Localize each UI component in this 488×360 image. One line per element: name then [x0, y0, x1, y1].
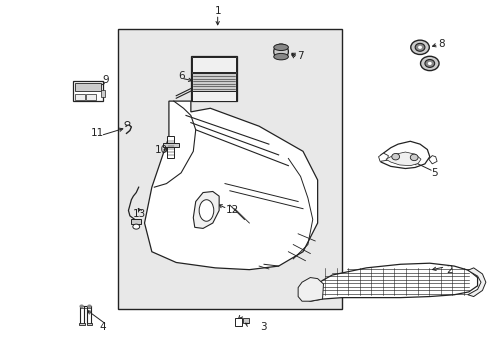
Circle shape — [80, 305, 83, 307]
Text: 1: 1 — [214, 6, 221, 17]
Text: 11: 11 — [90, 129, 103, 138]
Text: 12: 12 — [225, 206, 239, 216]
Bar — [192, 57, 235, 72]
Polygon shape — [385, 152, 420, 166]
Ellipse shape — [273, 44, 288, 59]
Bar — [163, 143, 178, 147]
Bar — [86, 94, 96, 100]
Polygon shape — [303, 263, 477, 301]
Circle shape — [133, 224, 140, 229]
Circle shape — [88, 305, 91, 307]
Text: 5: 5 — [430, 168, 437, 178]
Bar — [73, 81, 103, 101]
Bar — [167, 135, 174, 158]
Ellipse shape — [273, 44, 288, 50]
Text: 13: 13 — [132, 209, 145, 219]
Ellipse shape — [391, 153, 399, 160]
Ellipse shape — [410, 40, 428, 54]
Text: 8: 8 — [438, 39, 445, 49]
Text: 10: 10 — [155, 144, 168, 154]
Ellipse shape — [424, 59, 434, 67]
Bar — [101, 90, 105, 97]
Polygon shape — [144, 101, 317, 270]
Text: 6: 6 — [178, 71, 184, 81]
Bar — [118, 30, 341, 309]
Circle shape — [125, 122, 130, 125]
Text: 2: 2 — [445, 265, 452, 275]
Ellipse shape — [417, 46, 421, 49]
Polygon shape — [378, 153, 387, 161]
Bar — [79, 323, 84, 325]
Bar — [86, 323, 92, 325]
Bar — [243, 318, 248, 323]
Polygon shape — [380, 141, 429, 168]
Bar — [190, 56, 237, 101]
Text: 7: 7 — [297, 51, 303, 61]
Bar — [80, 306, 83, 324]
Polygon shape — [298, 278, 323, 301]
Bar — [131, 219, 141, 224]
Ellipse shape — [409, 154, 417, 161]
Polygon shape — [193, 192, 219, 228]
Text: 9: 9 — [102, 75, 109, 85]
Ellipse shape — [427, 62, 431, 65]
Ellipse shape — [420, 56, 438, 71]
Text: 3: 3 — [259, 322, 266, 332]
Bar — [192, 73, 235, 91]
Bar — [75, 83, 101, 91]
Ellipse shape — [199, 200, 213, 221]
Ellipse shape — [273, 53, 288, 60]
Ellipse shape — [414, 43, 424, 51]
Bar — [192, 91, 235, 101]
Polygon shape — [428, 156, 436, 164]
Bar — [234, 319, 242, 326]
Bar — [87, 306, 91, 324]
Polygon shape — [467, 268, 485, 297]
Text: 4: 4 — [100, 322, 106, 332]
Bar — [75, 94, 84, 100]
